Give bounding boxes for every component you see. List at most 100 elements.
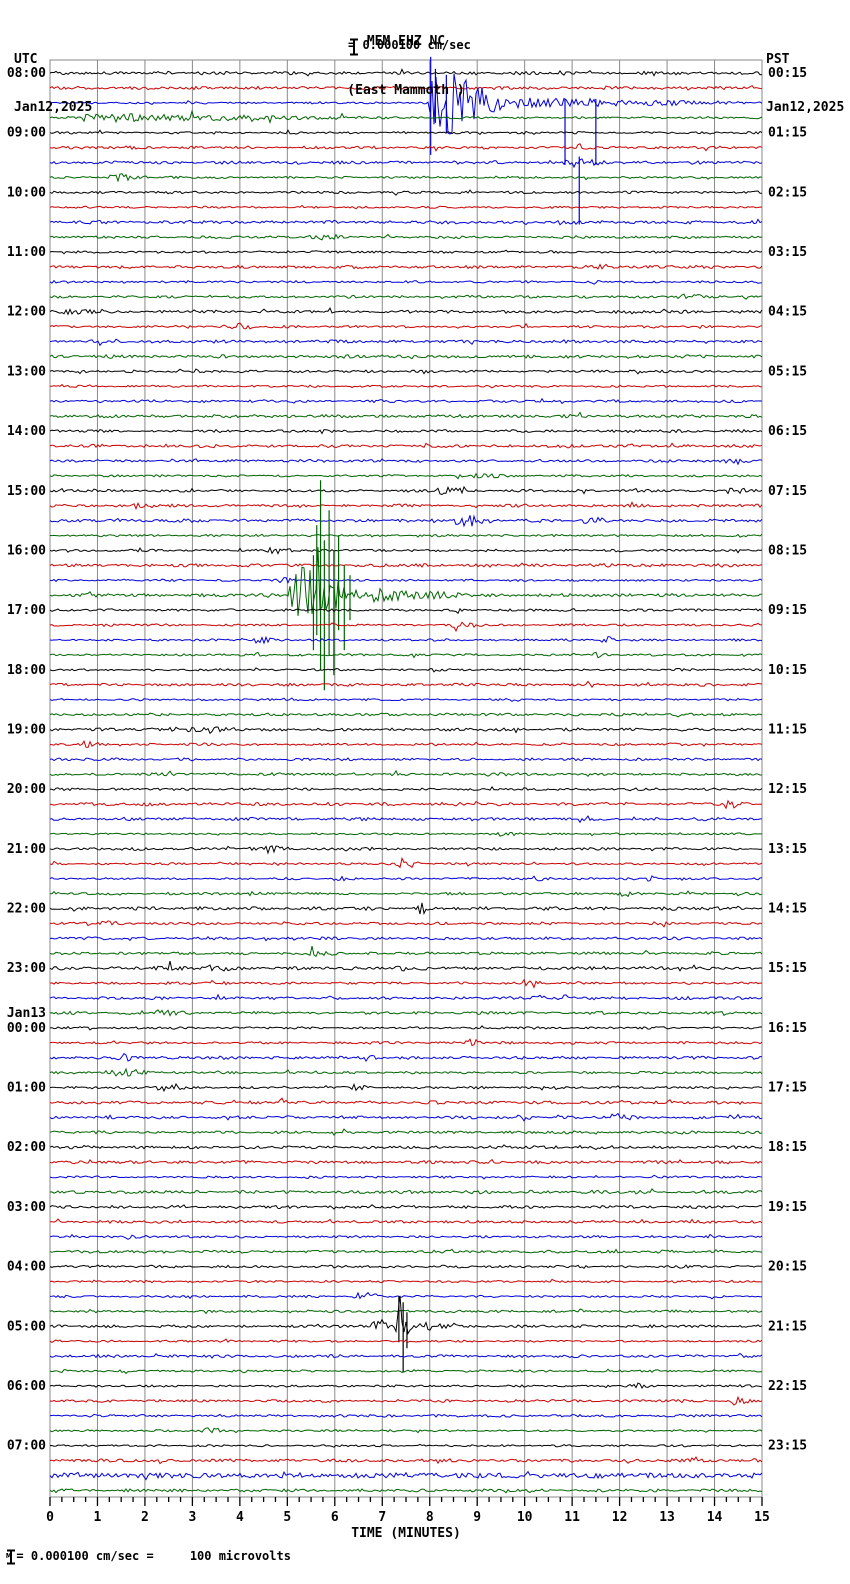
trace-row <box>49 411 763 419</box>
axis-tick-label: 11 <box>564 1510 580 1525</box>
trace-row <box>49 322 763 330</box>
trace-row <box>49 621 763 633</box>
right-hour-label: 06:15 <box>768 424 807 439</box>
trace-row <box>49 189 763 196</box>
trace-row <box>49 158 763 169</box>
trace-row <box>49 712 763 718</box>
left-hour-label: 15:00 <box>7 484 46 499</box>
trace-row <box>49 890 763 898</box>
footer-text: = 0.000100 cm/sec = 100 microvolts <box>16 1549 291 1563</box>
trace-row <box>49 218 763 226</box>
trace-row <box>49 428 763 435</box>
trace-row <box>49 73 763 135</box>
trace-row <box>49 485 763 496</box>
trace-row <box>49 1456 763 1465</box>
left-hour-label: 02:00 <box>7 1140 46 1155</box>
trace-row <box>49 1470 763 1481</box>
trace-row <box>49 1188 763 1195</box>
trace-row <box>49 307 763 316</box>
left-hour-label: 17:00 <box>7 603 46 618</box>
trace-row <box>49 263 763 270</box>
trace-row <box>49 680 763 688</box>
axis-tick-label: 13 <box>659 1510 675 1525</box>
trace-row <box>49 546 763 555</box>
station-subtitle: (East Mammoth ) <box>347 83 465 98</box>
right-hour-label: 04:15 <box>768 305 807 320</box>
axis-tick-label: 14 <box>707 1510 723 1525</box>
trace-row <box>49 472 763 480</box>
trace-row <box>49 458 763 466</box>
trace-row <box>49 1382 763 1389</box>
right-hour-label: 05:15 <box>768 364 807 379</box>
trace-row <box>49 109 763 124</box>
axis-tick-label: 3 <box>188 1510 196 1525</box>
trace-row <box>49 845 763 855</box>
pst-header: PST Jan12,2025 <box>766 20 844 132</box>
left-hour-label: 06:00 <box>7 1379 46 1394</box>
trace-row <box>49 651 763 659</box>
trace-row <box>49 740 763 749</box>
left-hour-label: 00:00 <box>7 1021 46 1036</box>
trace-row <box>49 1427 763 1434</box>
trace-row <box>49 935 763 942</box>
trace-row <box>49 769 762 778</box>
right-hour-label: 00:15 <box>768 66 807 81</box>
right-hour-label: 23:15 <box>768 1439 807 1454</box>
trace-row <box>49 1368 762 1375</box>
right-hour-label: 07:15 <box>768 484 807 499</box>
trace-row <box>49 786 763 792</box>
footer-scale-note: м = 0.000100 cm/sec = 100 microvolts <box>6 1549 291 1565</box>
axis-tick-label: 6 <box>331 1510 339 1525</box>
trace-row <box>49 1128 763 1136</box>
trace-row <box>49 875 763 882</box>
trace-row <box>49 1038 763 1047</box>
right-hour-label: 03:15 <box>768 245 807 260</box>
trace-row <box>49 85 763 91</box>
scale-text: = 0.000100 cm/sec <box>348 38 471 52</box>
trace-row <box>49 1488 763 1494</box>
footer-prefix: м <box>6 1551 12 1561</box>
utc-header: UTC Jan12,2025 <box>14 20 92 132</box>
scale-bar-icon <box>350 38 358 56</box>
right-hour-label: 16:15 <box>768 1021 807 1036</box>
axis-title: TIME (MINUTES) <box>351 1526 461 1541</box>
left-hour-label: 14:00 <box>7 424 46 439</box>
trace-row <box>49 1248 763 1254</box>
axis-tick-label: 8 <box>426 1510 434 1525</box>
trace-row <box>49 1097 763 1106</box>
trace-row <box>49 1295 763 1335</box>
trace-row <box>49 129 763 136</box>
trace-row <box>49 607 763 615</box>
trace-row <box>49 799 763 810</box>
date-rollover-label: Jan13 <box>7 1006 46 1021</box>
title-block: MEM EHZ NC (East Mammoth ) <box>0 2 812 115</box>
trace-row <box>49 993 763 1001</box>
right-hour-label: 14:15 <box>768 902 807 917</box>
trace-row <box>49 1082 763 1093</box>
right-hour-label: 21:15 <box>768 1319 807 1334</box>
trace-row <box>49 831 763 837</box>
trace-row <box>49 501 763 511</box>
left-hour-label: 05:00 <box>7 1319 46 1334</box>
right-hour-label: 08:15 <box>768 543 807 558</box>
left-hour-label: 09:00 <box>7 126 46 141</box>
trace-row <box>50 1218 763 1224</box>
trace-row <box>49 547 762 616</box>
left-hour-label: 04:00 <box>7 1260 46 1275</box>
axis-tick-label: 10 <box>517 1510 533 1525</box>
trace-row <box>49 978 763 989</box>
left-hour-label: 21:00 <box>7 842 46 857</box>
left-hour-label: 22:00 <box>7 902 46 917</box>
trace-row <box>49 1264 763 1269</box>
trace-row <box>49 1291 763 1300</box>
trace-row <box>49 1338 763 1343</box>
right-hour-label: 17:15 <box>768 1081 807 1096</box>
trace-row <box>49 1025 763 1031</box>
trace-row <box>49 293 763 300</box>
station-title: MEM EHZ NC <box>366 34 446 49</box>
trace-row <box>49 635 763 645</box>
axis-tick-label: 1 <box>94 1510 102 1525</box>
pst-label: PST <box>766 52 790 67</box>
left-hour-label: 18:00 <box>7 663 46 678</box>
trace-row <box>49 1174 763 1180</box>
